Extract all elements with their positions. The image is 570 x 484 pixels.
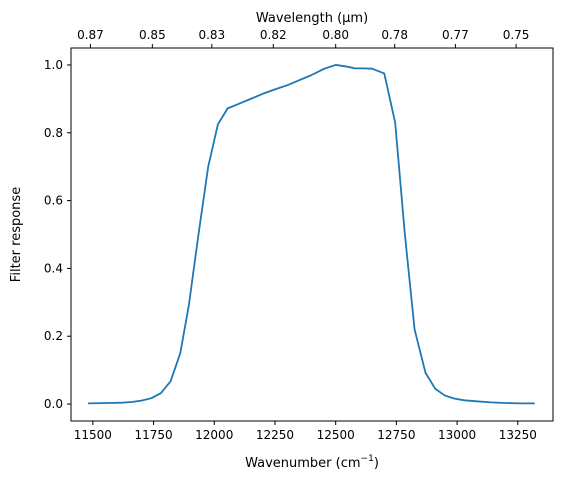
y-tick-label: 0.0 <box>44 397 63 411</box>
x-tick-label: 12500 <box>317 428 355 442</box>
top-tick-label: 0.82 <box>260 28 287 42</box>
top-tick-label: 0.75 <box>503 28 530 42</box>
plot-lines <box>87 64 535 405</box>
x-tick-label: 13000 <box>438 428 476 442</box>
y-tick-label: 0.2 <box>44 329 63 343</box>
series-line <box>87 64 535 405</box>
y-axis: 0.0 0.2 0.4 0.6 0.8 1.0 <box>44 58 71 411</box>
x-axis-label-main: Wavenumber (cm <box>245 456 360 471</box>
y-axis-label: Filter response <box>9 187 24 282</box>
y-tick-label: 0.4 <box>44 261 63 275</box>
x-axis-label-superscript: −1 <box>361 454 374 464</box>
x-tick-label: 12750 <box>377 428 415 442</box>
x-tick-label: 12000 <box>195 428 233 442</box>
top-tick-label: 0.80 <box>322 28 349 42</box>
x-tick-label: 12250 <box>256 428 294 442</box>
x-axis-label-suffix: ) <box>374 456 379 471</box>
top-axis: 0.87 0.85 0.83 0.82 0.80 0.78 0.77 0.75 <box>77 28 529 48</box>
top-axis-label: Wavelength (μm) <box>256 11 368 26</box>
x-axis: 11500 11750 12000 12250 12500 12750 13000 13250 <box>74 421 537 442</box>
y-tick-label: 1.0 <box>44 58 63 72</box>
top-tick-label: 0.78 <box>381 28 408 42</box>
x-tick-label: 11500 <box>74 428 112 442</box>
top-tick-label: 0.87 <box>77 28 104 42</box>
x-tick-label: 11750 <box>134 428 172 442</box>
y-tick-label: 0.8 <box>44 126 63 140</box>
top-tick-label: 0.77 <box>442 28 469 42</box>
x-axis-label: Wavenumber (cm−1) <box>245 454 379 471</box>
top-tick-label: 0.85 <box>139 28 166 42</box>
top-tick-label: 0.83 <box>198 28 225 42</box>
x-tick-label: 13250 <box>499 428 537 442</box>
y-tick-label: 0.6 <box>44 194 63 208</box>
plot-frame <box>70 47 554 422</box>
